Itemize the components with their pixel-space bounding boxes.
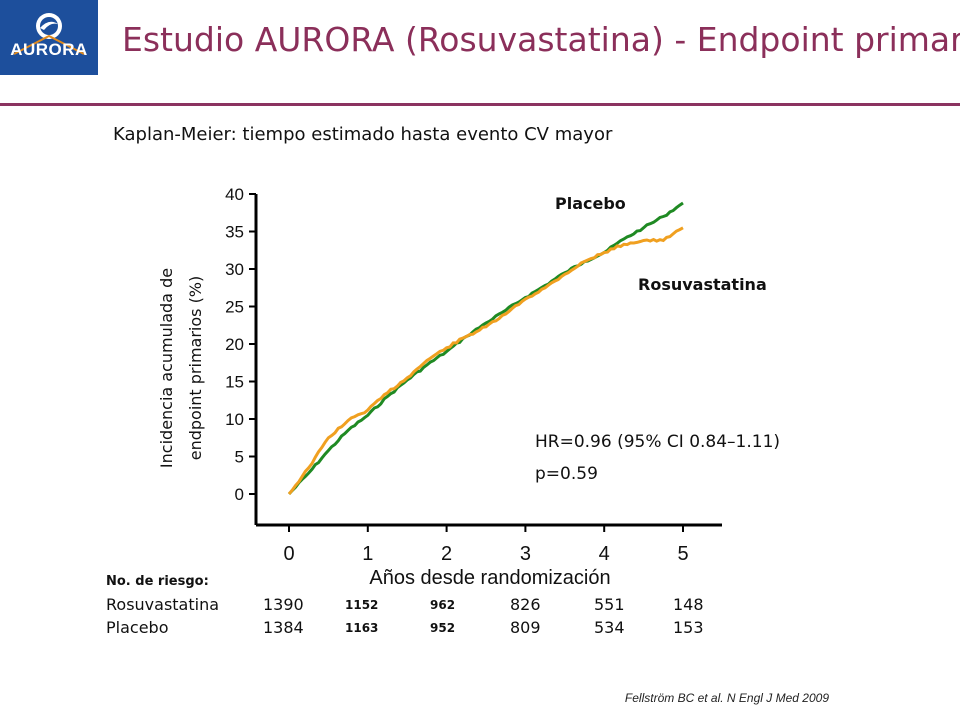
- risk-value: 1390: [263, 595, 304, 614]
- risk-value: 952: [430, 621, 456, 635]
- y-tick-label: 35: [225, 223, 244, 242]
- series-label-rosuvastatina: Rosuvastatina: [638, 275, 767, 294]
- y-tick-label: 5: [235, 448, 244, 467]
- risk-value: 534: [594, 618, 625, 637]
- x-tick-label: 5: [677, 543, 688, 565]
- page-title: Estudio AURORA (Rosuvastatina) - Endpoin…: [122, 20, 960, 59]
- risk-value: 153: [673, 618, 704, 637]
- x-tick-label: 1: [362, 543, 373, 565]
- series-line-placebo: [287, 201, 684, 496]
- risk-row-label: Rosuvastatina: [106, 595, 220, 614]
- x-tick-label: 4: [599, 543, 610, 565]
- risk-value: 148: [673, 595, 704, 614]
- title-divider: [0, 103, 960, 106]
- y-axis-label-line2: endpoint primarios (%): [186, 276, 205, 461]
- series-label-placebo: Placebo: [555, 194, 626, 213]
- risk-row-rosuvastatina: Rosuvastatina 1390 1152 962 826 551 148: [0, 595, 960, 615]
- x-tick-label: 3: [520, 543, 531, 565]
- citation: Fellström BC et al. N Engl J Med 2009: [624, 691, 829, 705]
- y-tick-label: 0: [235, 485, 244, 504]
- risk-value: 1152: [345, 598, 379, 612]
- y-tick-label: 40: [225, 185, 244, 204]
- risk-row-placebo: Placebo 1384 1163 952 809 534 153: [0, 618, 960, 638]
- aurora-logo: AURORA: [0, 0, 98, 75]
- y-tick-label: 20: [225, 335, 244, 354]
- y-tick-label: 10: [225, 410, 244, 429]
- p-value-annotation: p=0.59: [535, 464, 598, 484]
- logo-emblem-icon: [13, 13, 85, 55]
- risk-value: 962: [430, 598, 456, 612]
- risk-value: 809: [510, 618, 541, 637]
- series-line-rosuvastatina: [287, 226, 684, 495]
- y-tick-label: 15: [225, 373, 244, 392]
- risk-value: 1163: [345, 621, 379, 635]
- x-tick-label: 2: [441, 543, 452, 565]
- y-tick-label: 30: [225, 260, 244, 279]
- hazard-ratio-annotation: HR=0.96 (95% CI 0.84–1.11): [535, 432, 780, 452]
- risk-value: 826: [510, 595, 541, 614]
- risk-row-label: Placebo: [106, 618, 169, 637]
- risk-table-header: No. de riesgo:: [106, 574, 209, 589]
- chart-subtitle: Kaplan-Meier: tiempo estimado hasta even…: [113, 124, 613, 145]
- kaplan-meier-chart: 0 5 10 15 20 25 30 35 40 0 1 2 3 4 5 Incidencia acumu…: [157, 185, 780, 589]
- x-axis-label: Años desde randomización: [369, 567, 610, 589]
- y-axis-label-line1: Incidencia acumulada de: [157, 268, 176, 468]
- logo-text: AURORA: [10, 40, 88, 59]
- risk-value: 1384: [263, 618, 304, 637]
- y-tick-label: 25: [225, 298, 244, 317]
- risk-value: 551: [594, 595, 625, 614]
- x-tick-label: 0: [283, 543, 294, 565]
